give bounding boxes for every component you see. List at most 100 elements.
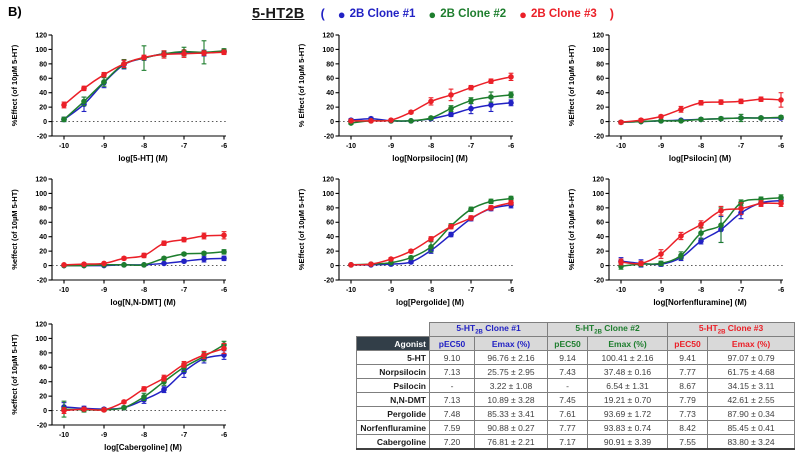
x-tick-label: -9 [388, 287, 394, 294]
x-tick-label: -7 [468, 287, 474, 294]
y-tick-label: -20 [37, 277, 47, 284]
figure-header: 5-HT2B (● 2B Clone #1 ● 2B Clone #2 ● 2B Clon… [252, 6, 614, 22]
x-tick-label: -10 [616, 287, 626, 294]
corner-cell [356, 322, 430, 337]
fit-curve [350, 204, 512, 266]
data-point-marker [698, 230, 704, 236]
data-point-marker [508, 100, 514, 106]
emax-value-cell: 42.61 ± 2.55 [707, 392, 796, 407]
data-point-marker [698, 100, 704, 106]
y-tick-label: 120 [35, 176, 47, 183]
data-point-marker [468, 215, 474, 221]
y-tick-label: 80 [326, 61, 334, 68]
y-tick-label: 20 [39, 249, 47, 256]
data-point-marker [61, 102, 67, 108]
x-tick-label: -9 [658, 143, 664, 150]
data-point-marker [221, 345, 227, 352]
data-point-marker [348, 262, 354, 268]
y-tick-label: 20 [596, 105, 604, 112]
series-clone-3 [61, 231, 227, 268]
data-point-marker [81, 85, 87, 92]
legend-paren-close: ) [609, 7, 614, 21]
axes [48, 178, 226, 284]
pec50-value-cell: 9.14 [547, 350, 589, 365]
y-tick-label: 40 [39, 379, 47, 386]
results-table-wrap: 5-HT2B Clone #1 5-HT2B Clone #2 5-HT2B Clo… [356, 322, 796, 450]
y-tick-label: 100 [35, 336, 47, 343]
data-point-marker [61, 116, 67, 123]
data-point-marker [101, 71, 107, 78]
pec50-value-cell: - [429, 378, 475, 393]
pec50-value-cell: 7.61 [547, 406, 589, 421]
legend-paren-open: ( [320, 7, 325, 21]
fit-curve [63, 234, 225, 266]
data-point-marker [508, 200, 514, 206]
x-axis-label: log[Psilocin] (M) [669, 154, 732, 163]
x-axis-label: log[N,N-DMT] (M) [110, 298, 176, 307]
y-tick-label: 0 [600, 119, 604, 126]
data-point-marker [468, 206, 474, 213]
data-point-marker [448, 111, 454, 118]
data-point-marker [81, 406, 87, 412]
x-tick-label: -7 [181, 143, 187, 150]
y-tick-label: 60 [596, 220, 604, 227]
fit-curve [350, 197, 512, 266]
x-axis-label: log[5-HT] (M) [118, 154, 168, 163]
y-tick-label: 100 [322, 191, 334, 198]
pec50-header-clone-1: pEC50 [429, 336, 475, 351]
axes [335, 178, 513, 284]
data-point-marker [468, 105, 474, 112]
table-row: Pergolide 7.48 85.33 ± 3.41 7.61 93.69 ± 1.7… [356, 406, 796, 421]
legend: (● 2B Clone #1 ● 2B Clone #2 ● 2B Clone #3) [321, 7, 614, 21]
y-tick-label: 60 [39, 76, 47, 83]
x-tick-label: -6 [508, 287, 514, 294]
data-point-marker [428, 98, 434, 105]
legend-label: 2B Clone #1 [349, 8, 416, 20]
figure-title: 5-HT2B [252, 6, 305, 22]
y-axis-label: %effect (of 10µM 5-HT) [10, 189, 19, 270]
y-tick-label: -20 [37, 133, 47, 140]
series-clone-1 [348, 201, 514, 268]
y-tick-label: 20 [596, 249, 604, 256]
agonist-name-cell: Psilocin [356, 378, 430, 393]
emax-value-cell: 61.75 ± 4.68 [707, 364, 796, 379]
data-point-marker [181, 50, 187, 57]
clone-header-row: 5-HT2B Clone #1 5-HT2B Clone #2 5-HT2B Clo… [356, 322, 796, 337]
x-tick-label: -9 [658, 287, 664, 294]
x-tick-label: -7 [181, 432, 187, 439]
data-point-marker [408, 118, 414, 124]
y-axis-label: %Effect (of 10µM 5-HT) [297, 188, 306, 270]
series-clone-1 [61, 350, 227, 412]
data-point-marker [181, 258, 187, 265]
x-tick-label: -8 [428, 143, 434, 150]
data-point-marker [448, 105, 454, 112]
plot-norpsilocin: -20 0 20 40 60 80 100 120 -10 -9 -8 -7 -6 log[Norpsil… [293, 27, 519, 167]
y-tick-label: 0 [43, 263, 47, 270]
x-tick-label: -6 [508, 143, 514, 150]
data-point-marker [698, 221, 704, 228]
plot-5-ht: -20 0 20 40 60 80 100 120 -10 -9 -8 -7 -6 log[5-HT] (… [6, 27, 232, 167]
data-point-marker [141, 252, 147, 259]
emax-value-cell: 87.90 ± 0.34 [707, 406, 796, 421]
data-point-marker [408, 248, 414, 254]
pec50-value-cell: 7.59 [429, 420, 475, 435]
emax-value-cell: 93.83 ± 0.74 [587, 420, 669, 435]
y-tick-label: 20 [39, 394, 47, 401]
legend-marker-icon: ● [428, 6, 437, 22]
data-point-marker [161, 51, 167, 58]
x-tick-label: -9 [101, 143, 107, 150]
y-tick-label: 0 [330, 119, 334, 126]
y-tick-label: 120 [592, 32, 604, 39]
data-point-marker [778, 194, 784, 201]
y-tick-label: -20 [594, 133, 604, 140]
axes [605, 34, 783, 140]
data-point-marker [738, 205, 744, 212]
clone-subscript: 2B [717, 329, 726, 336]
data-point-marker [408, 254, 414, 261]
data-point-marker [201, 233, 207, 239]
x-tick-label: -10 [346, 287, 356, 294]
data-point-marker [468, 97, 474, 104]
y-tick-label: 100 [35, 47, 47, 54]
emax-header-clone-1: Emax (%) [473, 336, 549, 351]
x-tick-label: -6 [221, 287, 227, 294]
